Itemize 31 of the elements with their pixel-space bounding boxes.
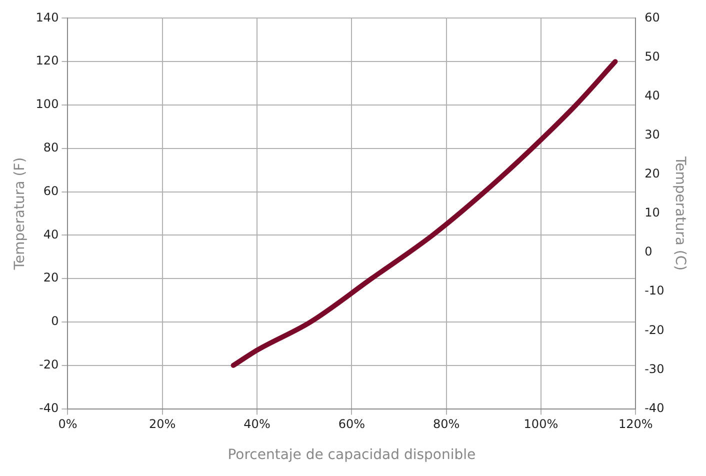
y-tick-label: 40: [43, 227, 59, 242]
y-tick-label: 20: [43, 270, 59, 285]
x-tick-label: 40%: [244, 417, 270, 432]
y-tick-label: -20: [39, 358, 59, 372]
y-tick-label: 60: [43, 184, 59, 198]
y2-tick-label: 30: [644, 128, 660, 142]
y2-tick-label: 60: [644, 10, 660, 24]
y-tick-label: 0: [51, 314, 59, 328]
x-tick-label: 0%: [58, 417, 78, 432]
x-axis-title: Porcentaje de capacidad disponible: [228, 447, 476, 464]
x-tick-label: 80%: [432, 417, 460, 432]
y2-tick-label: -30: [644, 362, 664, 376]
y-tick-label: -40: [39, 400, 59, 415]
x-tick-label: 100%: [524, 417, 558, 432]
y2-tick-label: -10: [644, 284, 664, 298]
y2-tick-label: 50: [644, 49, 660, 64]
y2-tick-label: 0: [644, 244, 652, 259]
y2-tick-label: -20: [644, 322, 664, 337]
x-tick-label: 120%: [618, 417, 653, 432]
y-tick-label: 100: [36, 97, 59, 112]
y2-axis-title: Temperatura (C): [672, 155, 688, 271]
y2-tick-label: 10: [644, 206, 660, 220]
y2-tick-label: -40: [644, 400, 664, 415]
y-tick-label: 80: [43, 140, 59, 155]
x-tick-label: 20%: [149, 417, 176, 432]
y2-tick-label: 40: [644, 88, 660, 102]
y-tick-label: 120: [36, 54, 59, 68]
y2-tick-label: 20: [644, 166, 660, 181]
y-tick-label: 140: [36, 10, 59, 24]
y-axis-title: Temperatura (F): [12, 157, 28, 271]
x-tick-label: 60%: [338, 417, 365, 432]
